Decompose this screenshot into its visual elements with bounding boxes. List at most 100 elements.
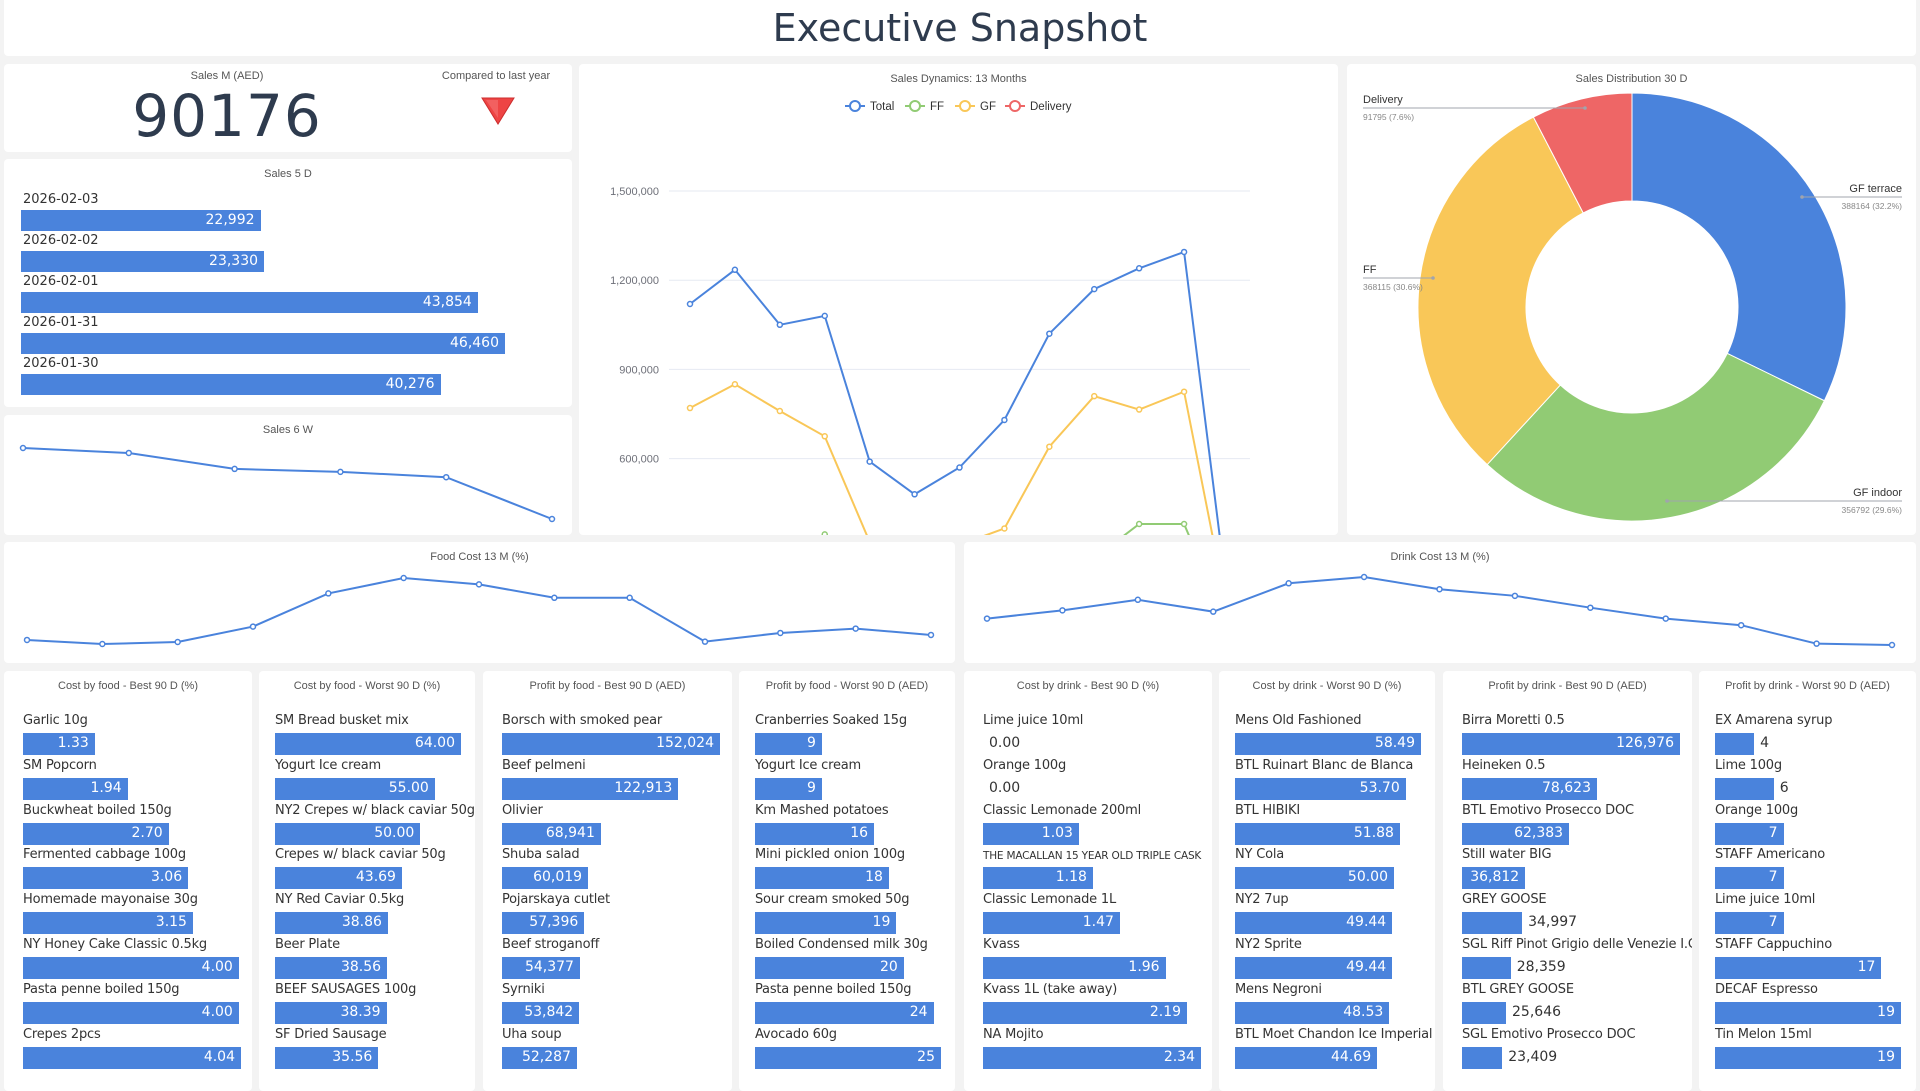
series-total-point[interactable] <box>866 458 873 465</box>
item-bar <box>983 1001 1188 1024</box>
pie-label-name: GF indoor <box>1853 487 1902 499</box>
item-value: 19 <box>1877 1048 1895 1065</box>
day-label: 2026-01-30 <box>23 356 99 371</box>
series-total-point[interactable] <box>911 491 918 498</box>
series-ff-point[interactable] <box>1135 520 1143 528</box>
series-total-point[interactable] <box>1135 265 1143 272</box>
food-cost-point <box>626 594 633 602</box>
item-value: 24 <box>909 1003 928 1020</box>
item-label: STAFF Americano <box>1715 847 1825 863</box>
series-gf-point[interactable] <box>1046 443 1053 450</box>
item-label: Kvass 1L (take away) <box>983 981 1118 997</box>
item-bar <box>1235 733 1421 755</box>
sales-5d-panel: Sales 5 D 2026-02-03 22,992 2026-02-02 23,3… <box>4 159 572 407</box>
item-value: 4 <box>1760 735 1770 751</box>
drink-cost-point <box>983 615 991 622</box>
series-total-point[interactable] <box>1001 416 1008 424</box>
ranking-panel: Cost by food - Worst 90 D (%) SM Bread bu… <box>259 671 475 1091</box>
panel-title: Profit by food - Worst 90 D (AED) <box>765 680 929 692</box>
item-bar <box>275 822 421 845</box>
item-value: 25 <box>917 1048 935 1065</box>
day-label: 2026-01-31 <box>23 315 99 330</box>
item-value: 20 <box>879 959 898 975</box>
item-value: 55.00 <box>388 779 429 796</box>
item-value: 1.18 <box>1055 869 1087 886</box>
item-value: 52,287 <box>521 1048 571 1065</box>
item-value: 25,646 <box>1512 1003 1562 1020</box>
day-value: 46,460 <box>450 335 499 351</box>
series-gf-point[interactable] <box>1001 525 1008 532</box>
item-bar <box>275 1046 379 1069</box>
item-label: SGL Emotivo Prosecco DOC <box>1462 1026 1636 1042</box>
item-bar <box>1235 912 1393 935</box>
series-gf-point[interactable] <box>1091 392 1098 400</box>
series-total-point[interactable] <box>1091 285 1098 293</box>
legend-item-gf[interactable]: GF <box>955 100 996 113</box>
item-value: 51.88 <box>1353 824 1394 841</box>
drink-cost-point <box>1285 580 1292 587</box>
series-total-point[interactable] <box>731 266 739 274</box>
legend-item-total[interactable]: Total <box>845 100 894 113</box>
item-bar <box>983 957 1166 979</box>
leader-dot <box>1800 195 1804 199</box>
series-gf-point[interactable] <box>1180 388 1188 395</box>
series-gf-point[interactable] <box>1135 406 1143 413</box>
day-label: 2026-02-03 <box>23 192 99 207</box>
series-total-point[interactable] <box>956 464 963 471</box>
item-label: SM Popcorn <box>23 757 97 773</box>
item-label: Classic Lemonade 1L <box>983 892 1117 908</box>
item-bar <box>1462 1001 1507 1024</box>
item-value: 7 <box>1768 869 1778 886</box>
series-gf-point[interactable] <box>776 407 784 415</box>
item-value: 4.04 <box>203 1048 235 1065</box>
drink-cost-point <box>1587 604 1594 611</box>
item-value: 2.70 <box>131 824 163 841</box>
item-bar <box>1462 867 1526 890</box>
series-total-point[interactable] <box>1180 248 1188 256</box>
y-tick-label: 1,500,000 <box>610 186 659 198</box>
legend-item-ff[interactable]: FF <box>905 100 944 113</box>
series-total-point[interactable] <box>686 300 694 308</box>
item-label: NY Red Caviar 0.5kg <box>275 892 405 908</box>
item-label: Borsch with smoked pear <box>502 713 663 728</box>
item-label: Kvass <box>983 937 1020 952</box>
item-value: 9 <box>807 735 816 751</box>
item-bar <box>1715 912 1784 935</box>
item-value: 1.94 <box>90 779 122 796</box>
legend-item-delivery[interactable]: Delivery <box>1005 100 1072 113</box>
series-gf-point[interactable] <box>731 381 739 388</box>
series-gf-point[interactable] <box>821 433 828 440</box>
y-tick-label: 900,000 <box>619 364 659 376</box>
pie-label-gf-terrace: GF terrace 388164 (32.2%) <box>1800 183 1902 211</box>
series-total-point[interactable] <box>821 312 828 320</box>
slice-delivery[interactable] <box>1532 92 1633 214</box>
series-total-point[interactable] <box>1046 330 1053 337</box>
item-value: 62,383 <box>1514 824 1564 841</box>
item-bar <box>1715 733 1755 755</box>
item-bar <box>1235 822 1400 845</box>
item-value: 4.00 <box>201 959 233 975</box>
item-value: 53,842 <box>524 1003 574 1020</box>
y-tick-label: 1,200,000 <box>610 275 659 287</box>
slice-ff[interactable] <box>1417 116 1584 466</box>
slice-gf-terrace[interactable] <box>1631 92 1847 402</box>
series-ff-point[interactable] <box>821 531 828 535</box>
drink-cost-point <box>1813 640 1820 647</box>
item-value: 9 <box>807 779 816 796</box>
day-bar <box>21 333 505 354</box>
drink-cost-point <box>1662 615 1669 622</box>
series-ff-point[interactable] <box>1180 520 1188 528</box>
food-cost-point <box>777 629 784 637</box>
food-cost-point <box>325 590 332 597</box>
item-value: 7 <box>1768 824 1778 841</box>
item-bar <box>1715 867 1784 890</box>
panel-title: Profit by food - Best 90 D (AED) <box>529 680 686 692</box>
series-gf-point[interactable] <box>686 404 694 412</box>
item-label: BTL GREY GOOSE <box>1462 981 1574 997</box>
series-total-point[interactable] <box>776 321 784 329</box>
slice-gf-indoor[interactable] <box>1486 352 1826 522</box>
food-cost-point <box>99 640 106 648</box>
item-label: NY Honey Cake Classic 0.5kg <box>23 937 207 952</box>
kpi-sales-month-panel: Sales M (AED) 90176 Compared to last yea… <box>4 64 572 152</box>
item-value: 36,812 <box>1470 869 1520 886</box>
